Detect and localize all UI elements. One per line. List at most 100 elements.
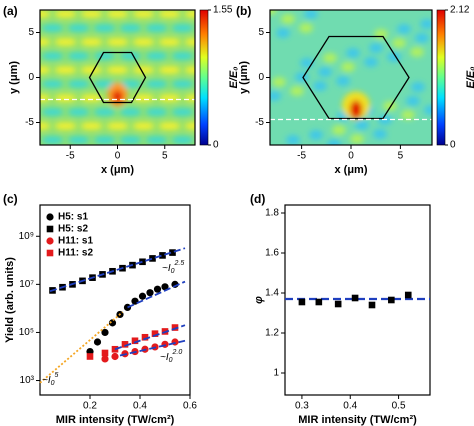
- y-axis-label: Yield (arb. units): [4, 257, 16, 343]
- y-axis-label: y (μm): [8, 61, 20, 94]
- heatmap-band: [106, 10, 129, 18]
- data-point: [146, 289, 154, 297]
- fit-line: [39, 311, 124, 384]
- heatmap-blotch: [327, 139, 341, 145]
- x-tick-label: -5: [297, 151, 306, 162]
- y-tick-label: 5: [28, 27, 34, 38]
- x-tick-label: 0.2: [83, 401, 97, 412]
- heatmap-band: [54, 38, 77, 46]
- particle-outline: [88, 51, 147, 104]
- heatmap-band: [158, 122, 181, 130]
- colorbar-tick-label: 1.55: [213, 5, 233, 16]
- heatmap-band: [132, 10, 155, 18]
- heatmap: [270, 10, 432, 145]
- heatmap-band: [119, 24, 142, 32]
- heatmap-band: [41, 24, 64, 32]
- heatmap-band: [158, 66, 181, 74]
- heatmap-band: [132, 38, 155, 46]
- data-point: [315, 298, 323, 306]
- heatmap-band: [93, 136, 116, 144]
- x-tick-label: 0.6: [183, 401, 197, 412]
- x-tick-label: -5: [66, 151, 75, 162]
- annotation: ~I05: [42, 372, 59, 387]
- heatmap-band: [171, 24, 194, 32]
- y-tick-label: 10³: [20, 375, 35, 386]
- annotation-sup: 5: [55, 372, 59, 379]
- heatmap-blotch: [424, 105, 432, 115]
- y-tick-label: 1.2: [265, 328, 279, 339]
- y-tick-label: 10⁷: [19, 279, 34, 290]
- heatmap-blotch: [332, 125, 346, 135]
- heatmap-band: [93, 24, 116, 32]
- data-point: [351, 294, 359, 302]
- panel-label: (a): [3, 4, 18, 18]
- heatmap-band: [54, 94, 77, 102]
- heatmap-blotch: [411, 82, 425, 92]
- heatmap-blotch: [309, 130, 323, 140]
- heatmap-band: [171, 52, 194, 60]
- heatmap-band: [80, 10, 103, 18]
- heatmap-band: [145, 108, 168, 116]
- annotation: ~I02.0: [160, 349, 182, 364]
- heatmap-band: [41, 108, 64, 116]
- fit-line: [49, 247, 186, 293]
- heatmap-blotch: [336, 76, 350, 86]
- heatmap-band: [93, 80, 116, 88]
- x-tick-label: 0.4: [343, 401, 357, 412]
- colorbar-label: E/E₀: [228, 66, 240, 88]
- y-tick-label: -5: [255, 117, 264, 128]
- heatmap-band: [67, 108, 90, 116]
- data-point: [404, 291, 412, 299]
- heatmap: [40, 10, 195, 145]
- heatmap-band: [171, 80, 194, 88]
- data-point: [93, 338, 102, 346]
- heatmap-blotch: [374, 29, 388, 39]
- heatmap-blotch: [397, 24, 411, 34]
- heatmap-band: [106, 122, 129, 130]
- data-point: [131, 337, 139, 345]
- heatmap-blotch: [270, 91, 281, 101]
- heatmap-band: [119, 80, 142, 88]
- heatmap-band: [184, 122, 195, 130]
- y-axis-label: φ: [253, 296, 265, 304]
- heatmap-band: [145, 24, 168, 32]
- colorbar-label: E/E₀: [465, 66, 474, 88]
- annotation-sub: 0: [51, 380, 55, 387]
- data-point: [388, 296, 395, 304]
- legend-marker: [46, 249, 54, 257]
- heatmap-band: [171, 108, 194, 116]
- data-point: [101, 349, 109, 357]
- heatmap-blotch: [420, 19, 432, 29]
- heatmap-band: [145, 52, 168, 60]
- heatmap-band: [67, 52, 90, 60]
- heatmap-band: [132, 122, 155, 130]
- fit-line: [114, 324, 186, 351]
- annotation-text: ~I: [160, 352, 169, 363]
- legend-label: H11: s2: [58, 248, 93, 259]
- legend-label: H5: s1: [58, 212, 88, 223]
- heatmap-band: [158, 10, 181, 18]
- heatmap-blotch: [304, 10, 318, 19]
- x-axis-label: MIR intensity (TW/cm²): [298, 414, 417, 426]
- heatmap-blotch: [346, 48, 360, 58]
- heatmap-blotch: [323, 53, 337, 63]
- annotation: ~I02.5: [162, 260, 184, 275]
- data-point: [151, 330, 159, 337]
- data-point: [159, 252, 166, 259]
- y-tick-label: 10⁵: [19, 327, 34, 338]
- heatmap-band: [145, 80, 168, 88]
- heatmap-blotch: [290, 86, 304, 96]
- data-point: [101, 355, 109, 363]
- heatmap-blur: [270, 10, 432, 145]
- heatmap-band: [93, 52, 116, 60]
- heatmap-blotch: [364, 57, 378, 67]
- annotation-sup: 2.0: [172, 349, 183, 356]
- data-point: [161, 340, 169, 348]
- heatmap-band: [54, 122, 77, 130]
- heatmap-blotch: [318, 67, 332, 77]
- heatmap-band: [67, 80, 90, 88]
- annotation-sub: 0: [169, 357, 173, 364]
- heatmap-blotch: [355, 120, 369, 130]
- heatmap-blotch: [313, 81, 327, 91]
- x-axis-label: x (μm): [334, 164, 367, 176]
